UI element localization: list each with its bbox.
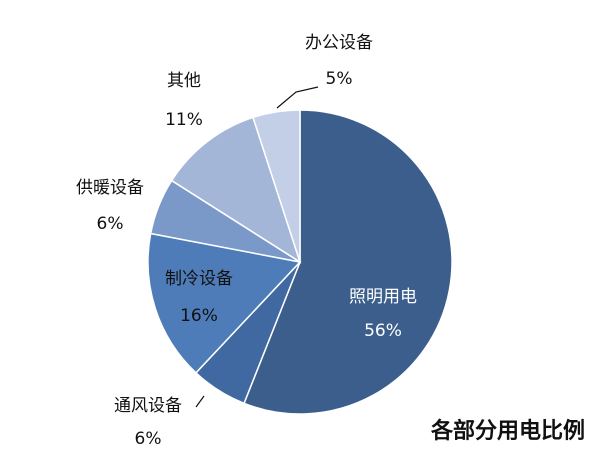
slice-name-label-6: 办公设备 bbox=[305, 33, 373, 53]
slice-name-label-1: 照明用电 bbox=[349, 287, 417, 307]
pie-slice-6 bbox=[252, 109, 301, 263]
slice-percent-label-3: 16% bbox=[180, 306, 218, 326]
leader-line-2 bbox=[195, 395, 205, 408]
leader-line-6 bbox=[276, 86, 319, 109]
leader-lines bbox=[195, 86, 319, 408]
slice-name-label-2: 通风设备 bbox=[114, 396, 182, 416]
slice-percent-label-6: 5% bbox=[326, 69, 353, 89]
pie-slice-3 bbox=[147, 232, 302, 374]
slice-name-label-3: 制冷设备 bbox=[165, 269, 233, 289]
pie-slices bbox=[147, 109, 453, 415]
slice-labels: 照明用电 56% 通风设备 6% 制冷设备 16% 供暖设备 6% 其他 11% 办公设备 5% bbox=[76, 33, 417, 449]
slice-percent-label-1: 56% bbox=[364, 321, 402, 341]
slice-name-label-5: 其他 bbox=[167, 71, 201, 91]
slice-name-label-4: 供暖设备 bbox=[76, 178, 144, 198]
slice-percent-label-5: 11% bbox=[165, 110, 203, 130]
pie-slice-1 bbox=[243, 109, 453, 415]
pie-slice-5 bbox=[170, 116, 302, 264]
slice-percent-label-2: 6% bbox=[135, 429, 162, 449]
chart-title: 各部分用电比例 bbox=[430, 418, 585, 444]
slice-percent-label-4: 6% bbox=[97, 214, 124, 234]
